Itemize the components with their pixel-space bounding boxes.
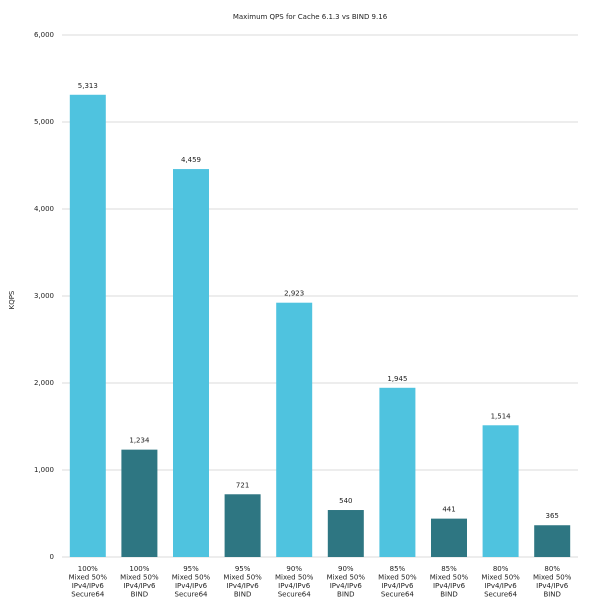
bar — [534, 525, 571, 557]
value-label: 721 — [236, 481, 249, 489]
bar — [276, 302, 313, 557]
x-tick-label: IPv4/IPv6 — [278, 582, 311, 590]
value-label: 5,313 — [78, 82, 98, 90]
x-tick-label: 100% — [78, 565, 98, 573]
bar — [121, 449, 158, 557]
x-tick-label: IPv4/IPv6 — [381, 582, 414, 590]
x-tick-label: 85% — [441, 565, 457, 573]
bar — [379, 387, 416, 557]
x-tick-label: Mixed 50% — [430, 574, 469, 582]
x-tick-label: Secure64 — [484, 591, 518, 599]
x-tick-label: Secure64 — [71, 591, 105, 599]
bar — [327, 510, 364, 557]
value-label: 4,459 — [181, 156, 201, 164]
y-tick-label: 0 — [50, 553, 54, 561]
x-tick-label: Mixed 50% — [378, 574, 417, 582]
bar — [482, 425, 519, 557]
x-tick-label: 100% — [129, 565, 149, 573]
x-tick-label: Mixed 50% — [69, 574, 108, 582]
x-tick-label: 95% — [235, 565, 251, 573]
y-tick-label: 4,000 — [34, 205, 54, 213]
x-tick-label: 90% — [338, 565, 354, 573]
y-tick-label: 3,000 — [34, 292, 54, 300]
value-label: 1,945 — [387, 375, 407, 383]
x-tick-label: IPv4/IPv6 — [433, 582, 466, 590]
bar — [224, 494, 261, 557]
bar — [431, 518, 467, 557]
bar — [173, 169, 209, 557]
value-label: 441 — [442, 506, 455, 514]
x-tick-label: Mixed 50% — [327, 574, 366, 582]
x-tick-label: IPv4/IPv6 — [536, 582, 569, 590]
x-tick-label: BIND — [543, 591, 561, 599]
x-tick-label: 85% — [390, 565, 406, 573]
x-tick-label: Mixed 50% — [533, 574, 572, 582]
x-tick-label: 90% — [286, 565, 302, 573]
x-tick-label: Mixed 50% — [481, 574, 520, 582]
x-tick-label: Mixed 50% — [120, 574, 159, 582]
y-tick-label: 5,000 — [34, 118, 54, 126]
x-tick-label: Secure64 — [278, 591, 312, 599]
x-tick-label: Secure64 — [381, 591, 415, 599]
x-tick-label: Mixed 50% — [223, 574, 262, 582]
x-tick-label: 95% — [183, 565, 199, 573]
x-tick-label: 80% — [493, 565, 509, 573]
y-axis-label: KQPS — [8, 290, 16, 309]
x-tick-label: IPv4/IPv6 — [72, 582, 105, 590]
x-tick-label: IPv4/IPv6 — [485, 582, 518, 590]
y-tick-label: 1,000 — [34, 466, 54, 474]
chart-title: Maximum QPS for Cache 6.1.3 vs BIND 9.16 — [233, 13, 388, 21]
x-tick-label: BIND — [234, 591, 252, 599]
value-label: 1,234 — [129, 437, 150, 445]
x-tick-label: IPv4/IPv6 — [123, 582, 156, 590]
x-tick-label: IPv4/IPv6 — [330, 582, 363, 590]
x-tick-label: Mixed 50% — [172, 574, 211, 582]
x-tick-label: IPv4/IPv6 — [227, 582, 260, 590]
value-label: 2,923 — [284, 290, 304, 298]
value-label: 365 — [546, 512, 559, 520]
y-tick-label: 6,000 — [34, 31, 54, 39]
bar — [69, 94, 106, 558]
x-tick-label: 80% — [544, 565, 560, 573]
value-label: 540 — [339, 497, 352, 505]
x-tick-label: BIND — [440, 591, 458, 599]
value-label: 1,514 — [491, 412, 512, 420]
y-tick-label: 2,000 — [34, 379, 54, 387]
x-tick-label: Secure64 — [175, 591, 209, 599]
x-tick-label: IPv4/IPv6 — [175, 582, 208, 590]
x-tick-label: BIND — [131, 591, 149, 599]
x-tick-label: Mixed 50% — [275, 574, 314, 582]
x-tick-label: BIND — [337, 591, 355, 599]
